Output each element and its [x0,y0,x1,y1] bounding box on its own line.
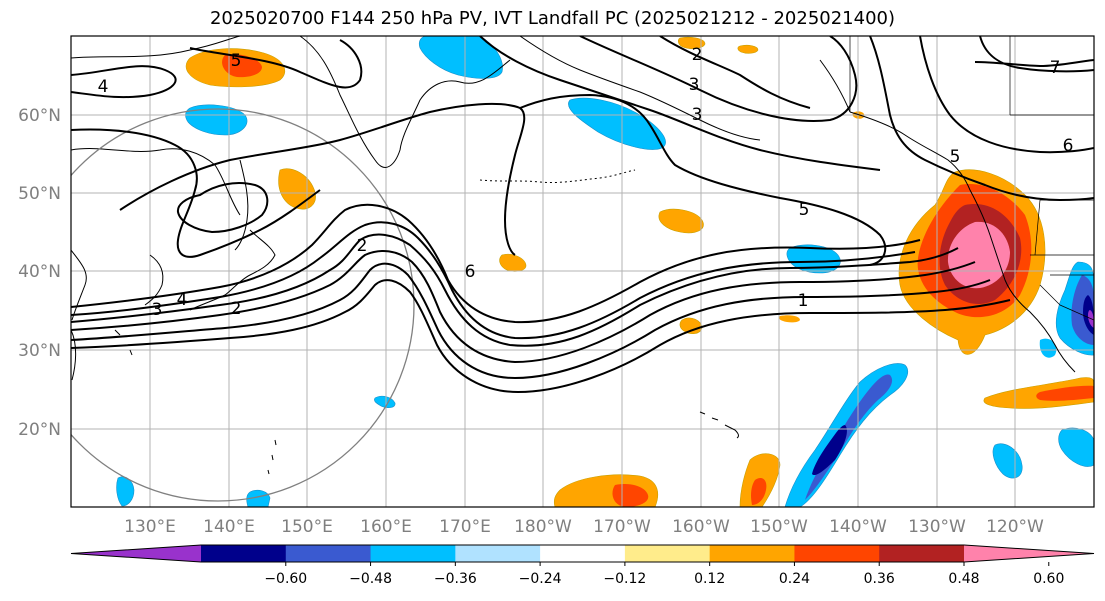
colorbar-tick-label: 0.24 [779,571,810,587]
pv-label: 5 [231,51,242,71]
colorbar-tick-label: −0.48 [349,571,392,587]
pv-label: 4 [98,77,109,97]
colorbar-tick-label: −0.12 [603,571,646,587]
colorbar-tick-label: 0.36 [864,571,895,587]
colorbar-tick-label: −0.24 [519,571,562,587]
lon-label: 170°W [593,517,651,537]
lon-label: 130°E [124,517,176,537]
lat-label: 50°N [18,184,61,204]
pv-label: 3 [692,105,703,125]
lon-label: 120°W [986,517,1044,537]
colorbar-segment [794,545,880,562]
colorbar-segment [201,545,287,562]
pv-label: 6 [1063,136,1074,156]
pv-label: 1 [798,291,809,311]
pv-label: 4 [177,290,188,310]
colorbar-tick-label: 0.12 [694,571,725,587]
lon-label: 140°W [829,517,887,537]
pv-label: 5 [950,147,961,167]
lat-label: 30°N [18,341,61,361]
pv-label: 3 [689,75,700,95]
map-title: 2025020700 F144 250 hPa PV, IVT Landfall… [209,8,896,29]
colorbar-tick-label: −0.60 [264,571,307,587]
pv-label: 2 [357,236,368,256]
colorbar-segment [370,545,456,562]
lon-label: 180°W [514,517,572,537]
colorbar-segment [540,545,626,562]
colorbar-extend-high [964,545,1094,562]
lon-label: 140°E [203,517,255,537]
colorbar-segment [879,545,965,562]
negative-anomaly-arctic [418,36,503,79]
pv-label: 6 [465,262,476,282]
pv-contours [71,36,1094,394]
colorbar-tick-label: 0.60 [1033,571,1064,587]
ivt-shading [116,36,1094,507]
region-circle [71,108,415,502]
lon-label: 150°E [281,517,333,537]
graticule [71,36,1094,507]
lat-label: 20°N [18,420,61,440]
colorbar-segment [285,545,372,562]
latitude-labels: 60°N 50°N 40°N 30°N 20°N [18,106,61,440]
map-panel: 4 5 2 3 3 5 6 7 5 2 6 1 4 3 2 [70,35,1095,508]
pv-label: 3 [152,300,163,320]
colorbar-segment [709,545,795,562]
lon-label: 130°W [908,517,966,537]
lon-label: 170°E [439,517,491,537]
longitude-labels: 130°E 140°E 150°E 160°E 170°E 180°W 170°… [124,517,1044,537]
pv-label: 5 [799,200,810,220]
lat-label: 40°N [18,262,61,282]
colorbar-segment [624,545,711,562]
lon-label: 150°W [750,517,808,537]
pv-contour-labels: 4 5 2 3 3 5 6 7 5 2 6 1 4 3 2 [98,45,1074,320]
pv-label: 2 [692,45,703,65]
colorbar: −0.60 −0.48 −0.36 −0.24 −0.12 0.12 0.24 0.36 0.4… [70,544,1095,587]
political-borders [849,36,1094,321]
colorbar-extend-low [71,545,201,562]
pv-label: 7 [1050,58,1061,78]
lon-label: 160°E [360,517,412,537]
lon-label: 160°W [672,517,730,537]
pv-label: 2 [231,299,242,319]
colorbar-segment [455,545,541,562]
colorbar-tick-label: −0.36 [434,571,477,587]
colorbar-tick-label: 0.48 [948,571,979,587]
lat-label: 60°N [18,106,61,126]
